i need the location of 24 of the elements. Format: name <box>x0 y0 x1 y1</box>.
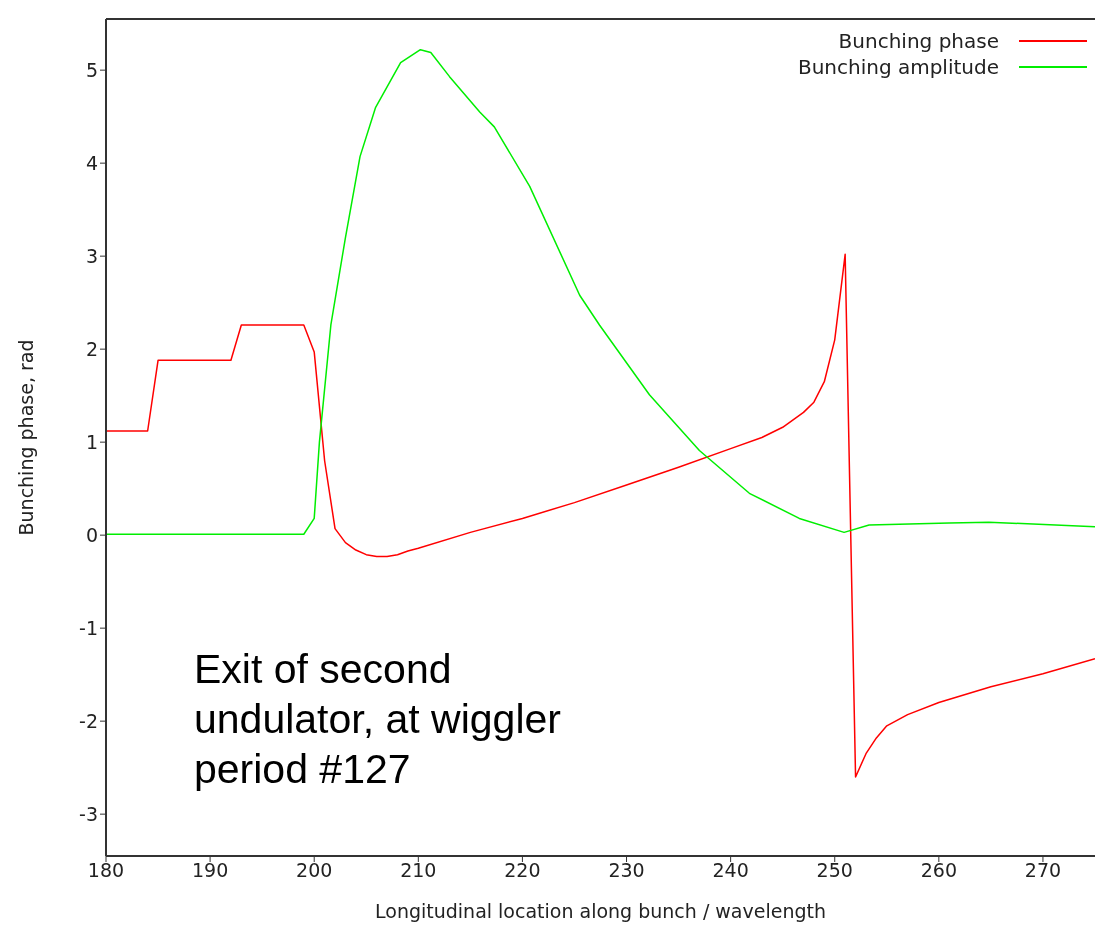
x-tick-label: 230 <box>608 859 645 882</box>
x-tick-label: 190 <box>191 859 229 882</box>
annotation: Exit of second undulator, at wiggler period #127 <box>194 645 562 794</box>
y-tick-label: -2 <box>79 709 98 732</box>
y-axis-title: Bunching phase, rad <box>14 339 37 536</box>
legend-label: Bunching amplitude <box>797 54 999 80</box>
y-tick-label: -1 <box>79 616 98 639</box>
legend-label: Bunching phase <box>838 28 999 54</box>
y-tick-label: -3 <box>79 802 98 825</box>
x-tick-label: 220 <box>504 859 541 882</box>
x-tick-label: 260 <box>920 859 957 882</box>
y-tick-label: 5 <box>85 58 98 81</box>
x-tick-label: 240 <box>712 859 749 882</box>
x-axis-title: Longitudinal location along bunch / wavelength <box>375 900 826 922</box>
x-tick-label: 270 <box>1024 859 1062 882</box>
x-tick-label: 250 <box>816 859 853 882</box>
x-tick-label: 180 <box>87 859 125 882</box>
x-tick-label: 210 <box>400 859 437 882</box>
x-tick-label: 200 <box>296 859 333 882</box>
y-tick-label: 4 <box>85 151 98 174</box>
y-tick-label: 3 <box>85 244 98 267</box>
y-tick-label: 1 <box>85 430 98 453</box>
y-tick-label: 0 <box>85 523 98 546</box>
y-tick-label: 2 <box>85 337 98 360</box>
